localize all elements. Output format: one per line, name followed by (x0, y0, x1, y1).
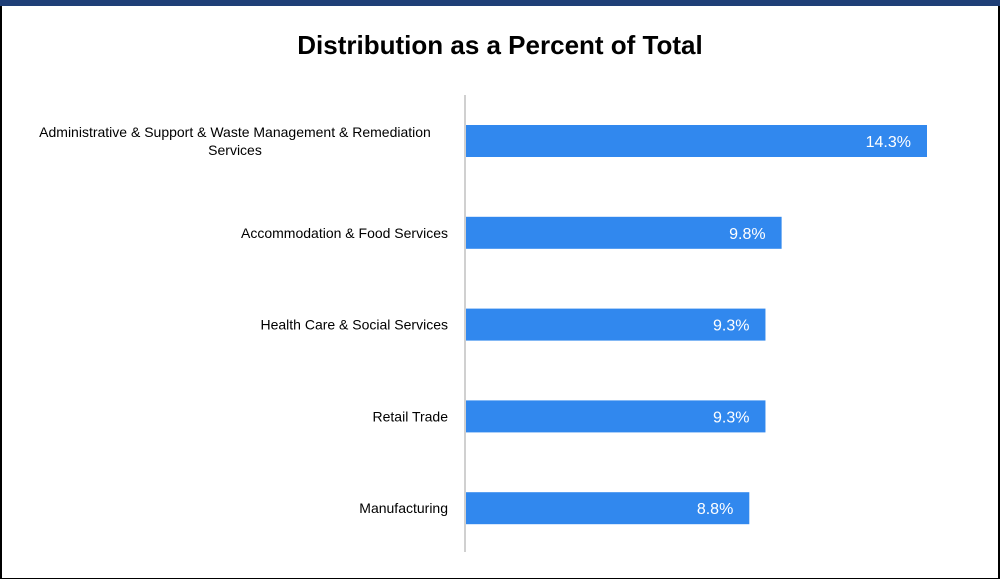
data-label-2: 9.3% (713, 318, 749, 335)
data-label-3: 9.3% (713, 409, 749, 426)
data-label-1: 9.8% (729, 226, 765, 243)
chart-title: Distribution as a Percent of Total (297, 30, 703, 60)
bar-0 (466, 125, 927, 157)
top-bar (0, 0, 1000, 6)
bar-1 (466, 216, 782, 249)
category-label-0: Administrative & Support & Waste Managem… (39, 124, 431, 158)
category-label-1: Accommodation & Food Services (241, 225, 448, 241)
bar-4 (466, 492, 750, 525)
data-label-4: 8.8% (697, 501, 733, 518)
bar-2 (466, 308, 766, 341)
category-label-2: Health Care & Social Services (260, 317, 448, 333)
category-label-3: Retail Trade (373, 408, 449, 424)
data-label-0: 14.3% (866, 134, 911, 151)
category-label-4: Manufacturing (359, 500, 448, 516)
bar-3 (466, 400, 766, 433)
